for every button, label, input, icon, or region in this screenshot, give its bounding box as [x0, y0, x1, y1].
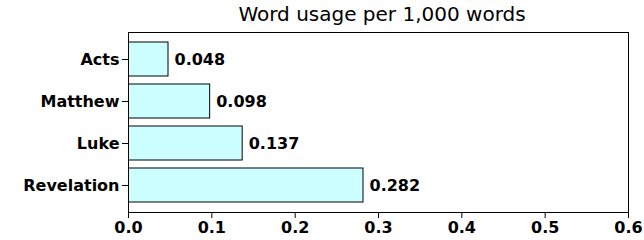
- svg-text:0.048: 0.048: [175, 50, 226, 69]
- svg-text:0.137: 0.137: [249, 134, 300, 153]
- svg-text:0.6: 0.6: [614, 218, 642, 237]
- svg-text:Acts: Acts: [80, 50, 119, 69]
- svg-text:Luke: Luke: [77, 134, 120, 153]
- svg-text:Revelation: Revelation: [23, 176, 119, 195]
- svg-text:0.5: 0.5: [531, 218, 559, 237]
- svg-text:0.2: 0.2: [281, 218, 309, 237]
- svg-text:0.0: 0.0: [114, 218, 142, 237]
- svg-text:0.3: 0.3: [364, 218, 392, 237]
- svg-text:0.1: 0.1: [198, 218, 226, 237]
- html-text:Word usage per 1,000 words: Word usage per 1,000 words: [238, 2, 526, 26]
- svg-text:0.282: 0.282: [370, 176, 421, 195]
- svg-text:Matthew: Matthew: [40, 92, 119, 111]
- svg-text:0.098: 0.098: [216, 92, 267, 111]
- svg-text:0.4: 0.4: [448, 218, 476, 237]
